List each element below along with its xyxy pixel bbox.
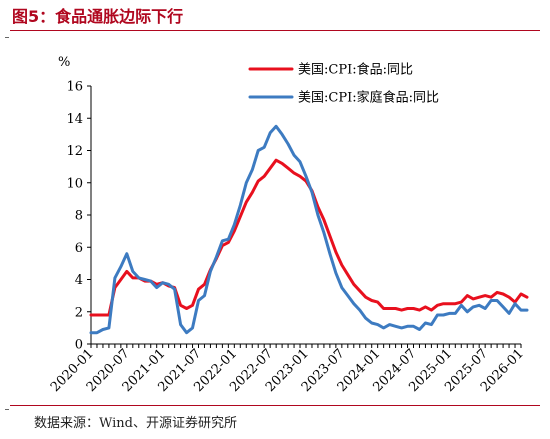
y-tick-label: 4 [75,273,83,288]
corner-tick-bottom [5,409,9,410]
y-tick-label: 8 [75,209,83,224]
y-tick-label: 12 [66,144,83,159]
y-tick-label: 16 [66,80,83,95]
corner-tick-top [5,37,9,38]
source-divider [10,405,540,406]
chart-axes: 0246810121416%2020-012020-072021-012021-… [48,55,527,395]
y-tick-label: 10 [66,176,83,191]
line-chart: 0246810121416%2020-012020-072021-012021-… [48,55,529,395]
legend-label: 美国:CPI:食品:同比 [298,62,413,78]
series-layer [89,124,529,335]
y-tick-label: 14 [66,112,83,127]
y-tick-label: 2 [75,305,83,320]
title-divider [10,30,540,31]
y-tick-label: 6 [75,241,83,256]
y-axis-unit-label: % [58,55,70,70]
figure-title: 图5：食品通胀边际下行 [12,7,184,26]
legend-label: 美国:CPI:家庭食品:同比 [298,90,439,106]
series-line-food-at-home-cpi [89,124,529,335]
source-note: 数据来源：Wind、开源证券研究所 [34,416,237,431]
y-tick-label: 0 [75,338,83,353]
